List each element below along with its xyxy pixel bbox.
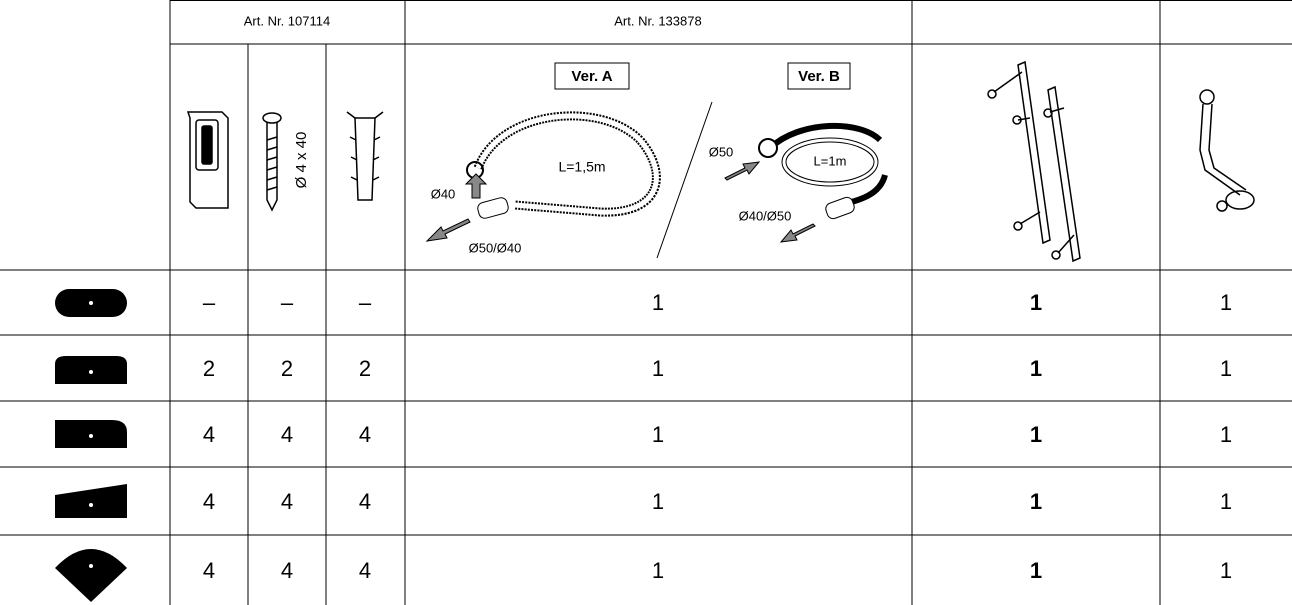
bracket-drawing <box>987 60 1081 263</box>
version-label: Ver. A <box>571 68 612 85</box>
screw-size: Ø 4 x 40 <box>293 132 310 189</box>
quantity-cell: 4 <box>359 422 371 447</box>
quantity-cell: 1 <box>1030 356 1042 381</box>
quantity-cell: 1 <box>652 356 664 381</box>
quantity-cell: 4 <box>359 489 371 514</box>
version-label: Ver. B <box>798 68 840 85</box>
quantity-cell: 1 <box>1030 290 1042 315</box>
quantity-cell: 1 <box>1220 489 1232 514</box>
quantity-cell: 1 <box>1220 356 1232 381</box>
diameter-label: Ø50 <box>709 144 734 159</box>
quantity-cell: 1 <box>1030 558 1042 583</box>
hose-drawing <box>425 62 888 259</box>
quantity-cell: 1 <box>652 489 664 514</box>
group-header: Art. Nr. 133878 <box>614 13 701 28</box>
quantity-cell: 4 <box>281 422 293 447</box>
quantity-cell: – <box>281 290 294 315</box>
screw-icon <box>262 112 282 212</box>
quantity-cell: 1 <box>652 290 664 315</box>
diameter-label: Ø40 <box>431 186 456 201</box>
quantity-cell: 1 <box>652 422 664 447</box>
length-label: L=1m <box>814 153 847 168</box>
quantity-cell: 4 <box>281 489 293 514</box>
quantity-cell: 2 <box>359 356 371 381</box>
quantity-cell: 4 <box>203 558 215 583</box>
clip-icon <box>186 111 229 209</box>
quantity-cell: 4 <box>203 489 215 514</box>
quantity-cell: 4 <box>281 558 293 583</box>
length-label: L=1,5m <box>558 159 605 175</box>
quantity-cell: 1 <box>1030 489 1042 514</box>
quantity-cell: 1 <box>1220 290 1232 315</box>
quantity-cell: 1 <box>1220 422 1232 447</box>
quantity-cell: 1 <box>1030 422 1042 447</box>
siphon-drawing <box>1199 89 1255 212</box>
diameter-label: Ø40/Ø50 <box>739 208 792 223</box>
quantity-cell: – <box>203 290 216 315</box>
quantity-cell: 1 <box>652 558 664 583</box>
diameter-label: Ø50/Ø40 <box>469 240 522 255</box>
group-header: Art. Nr. 107114 <box>244 13 330 28</box>
quantity-cell: 4 <box>359 558 371 583</box>
quantity-cell: 4 <box>203 422 215 447</box>
quantity-cell: – <box>359 290 372 315</box>
shape-icons <box>55 289 127 602</box>
dowel-icon <box>346 111 384 201</box>
quantity-cell: 1 <box>1220 558 1232 583</box>
quantity-cell: 2 <box>281 356 293 381</box>
quantity-cell: 2 <box>203 356 215 381</box>
